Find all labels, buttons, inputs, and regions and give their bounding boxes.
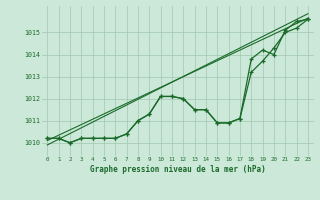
X-axis label: Graphe pression niveau de la mer (hPa): Graphe pression niveau de la mer (hPa): [90, 165, 266, 174]
